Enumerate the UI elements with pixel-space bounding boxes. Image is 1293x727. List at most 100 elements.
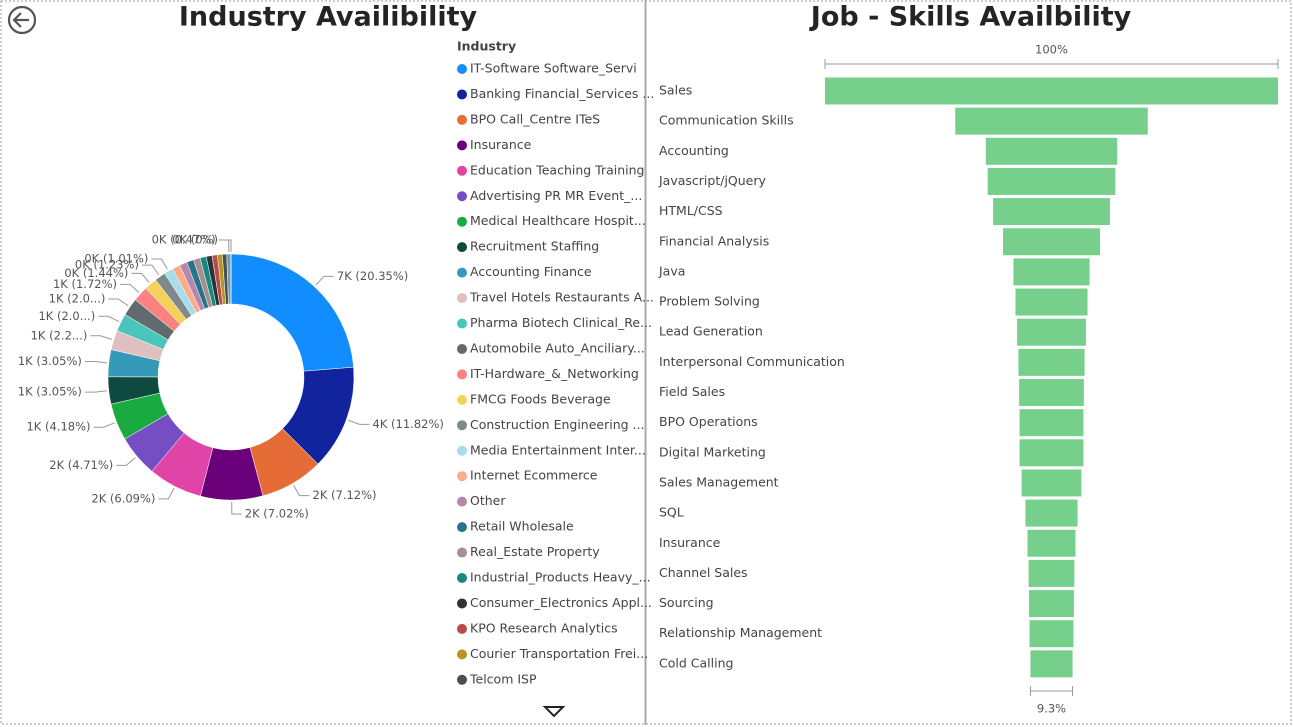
category-label: Financial Analysis bbox=[659, 233, 769, 248]
funnel-bar bbox=[1030, 650, 1073, 678]
legend-label: Retail Wholesale bbox=[470, 519, 574, 534]
category-label: Javascript/jQuery bbox=[658, 173, 767, 188]
legend-marker bbox=[457, 471, 467, 482]
funnel-bar bbox=[1003, 228, 1100, 256]
leader-line bbox=[98, 315, 120, 323]
back-button[interactable] bbox=[7, 5, 37, 35]
data-label: 7K (20.35%) bbox=[337, 269, 408, 283]
data-label: 0K (1.01%) bbox=[84, 252, 148, 266]
chart-title: Industry Availibility bbox=[179, 2, 478, 33]
legend-label: Internet Ecommerce bbox=[470, 468, 598, 483]
leader-line bbox=[93, 422, 115, 428]
category-label: Java bbox=[658, 263, 685, 278]
legend-label: Construction Engineering ... bbox=[470, 417, 644, 432]
leader-line bbox=[108, 298, 129, 307]
legend-marker bbox=[457, 445, 467, 456]
percent-bracket bbox=[1029, 686, 1074, 696]
category-label: Problem Solving bbox=[659, 294, 760, 309]
legend-label: Industrial_Products Heavy_... bbox=[470, 570, 651, 585]
legend-label: KPO Research Analytics bbox=[470, 620, 618, 635]
funnel-bar bbox=[955, 107, 1148, 135]
leader-line bbox=[84, 361, 107, 364]
legend-label: Media Entertainment Inter... bbox=[470, 442, 646, 457]
legend-marker bbox=[457, 242, 467, 253]
funnel-bar bbox=[985, 137, 1118, 165]
data-label: 2K (6.09%) bbox=[91, 491, 155, 505]
legend-marker bbox=[457, 573, 467, 583]
legend-label: Advertising PR MR Event_... bbox=[470, 188, 642, 203]
funnel-bar bbox=[1021, 469, 1082, 497]
leader-line bbox=[84, 390, 107, 393]
leader-line bbox=[151, 258, 168, 270]
legend-label: Travel Hotels Restaurants A... bbox=[469, 290, 654, 305]
funnel-bar bbox=[1015, 288, 1088, 316]
category-label: Accounting bbox=[659, 143, 729, 158]
legend-label: Telcom ISP bbox=[469, 671, 537, 686]
category-label: Channel Sales bbox=[659, 565, 748, 580]
legend-marker bbox=[457, 649, 467, 660]
legend-label: Other bbox=[470, 493, 506, 508]
percent-bracket bbox=[824, 59, 1279, 69]
legend-label: Education Teaching Training bbox=[470, 162, 645, 177]
legend-marker bbox=[457, 64, 467, 74]
data-label: 4K (11.82%) bbox=[373, 417, 444, 431]
legend-marker bbox=[457, 318, 467, 329]
funnel-bar bbox=[1019, 439, 1084, 467]
data-label: 0K (0%) bbox=[172, 233, 218, 247]
leader-line bbox=[116, 457, 136, 466]
category-label: Field Sales bbox=[659, 384, 725, 399]
legend-marker bbox=[457, 420, 467, 431]
category-label: Digital Marketing bbox=[659, 444, 766, 459]
data-label: 1K (2.0...) bbox=[49, 291, 106, 305]
category-label: Interpersonal Communication bbox=[659, 354, 845, 369]
legend-label: Courier Transportation Frei... bbox=[470, 646, 648, 661]
legend-marker bbox=[457, 369, 467, 380]
data-label: 1K (2.0...) bbox=[38, 309, 95, 323]
percent-label: 9.3% bbox=[1037, 702, 1066, 716]
category-label: Relationship Management bbox=[659, 625, 822, 640]
leader-line bbox=[293, 484, 310, 497]
category-label: Sales Management bbox=[659, 474, 779, 489]
funnel-bar bbox=[825, 77, 1278, 105]
leader-line bbox=[315, 275, 334, 286]
funnel-bar bbox=[1028, 559, 1075, 587]
legend-marker bbox=[457, 191, 467, 202]
category-label: Insurance bbox=[659, 535, 721, 550]
legend-label: Accounting Finance bbox=[470, 264, 592, 279]
legend-marker bbox=[457, 293, 467, 304]
funnel-bar bbox=[1029, 590, 1074, 618]
legend-title: Industry bbox=[457, 39, 516, 54]
category-label: SQL bbox=[659, 505, 684, 520]
category-label: HTML/CSS bbox=[659, 203, 723, 218]
category-label: Communication Skills bbox=[659, 113, 794, 128]
legend-label: Real_Estate Property bbox=[470, 544, 600, 559]
legend-label: Banking Financial_Services ... bbox=[470, 86, 654, 101]
leader-line bbox=[141, 264, 160, 276]
category-label: Lead Generation bbox=[659, 324, 763, 339]
legend-label: IT-Software Software_Servi bbox=[470, 61, 637, 76]
legend-marker bbox=[457, 267, 467, 278]
legend-marker bbox=[457, 114, 467, 125]
legend-scroll-down[interactable] bbox=[542, 706, 566, 718]
leader-line bbox=[120, 283, 140, 293]
funnel-bar bbox=[1017, 318, 1086, 346]
category-label: Cold Calling bbox=[659, 655, 733, 670]
legend-label: Pharma Biotech Clinical_Re... bbox=[470, 315, 652, 330]
legend-marker bbox=[457, 216, 467, 227]
data-label: 0K (1.23%) bbox=[75, 258, 139, 272]
chart-title: Job - Skills Availbility bbox=[809, 2, 1132, 33]
leader-line bbox=[131, 272, 150, 283]
category-label: Sourcing bbox=[659, 595, 714, 610]
legend-label: Recruitment Staffing bbox=[470, 239, 599, 254]
legend-label: FMCG Foods Beverage bbox=[470, 391, 611, 406]
legend-label: Medical Healthcare Hospit... bbox=[470, 213, 646, 228]
category-label: Sales bbox=[659, 83, 692, 98]
leader-line bbox=[158, 487, 175, 500]
legend-marker bbox=[457, 343, 467, 354]
funnel-bar bbox=[987, 167, 1116, 195]
data-label: 1K (4.18%) bbox=[26, 420, 90, 434]
funnel-bar bbox=[1013, 258, 1090, 286]
funnel-bar bbox=[1019, 379, 1084, 406]
leader-line bbox=[90, 335, 112, 340]
funnel-bar bbox=[1019, 409, 1084, 437]
